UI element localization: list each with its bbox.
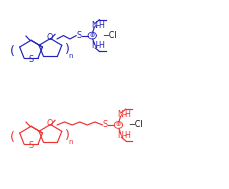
Text: S: S — [28, 55, 33, 64]
Text: –: – — [122, 110, 126, 119]
Text: N: N — [117, 110, 123, 119]
Text: N: N — [91, 41, 97, 50]
Text: O: O — [46, 33, 52, 43]
Text: S: S — [28, 141, 33, 150]
Text: H: H — [124, 110, 129, 119]
Text: –: – — [96, 21, 100, 30]
Text: O: O — [46, 119, 52, 129]
Text: N: N — [117, 131, 123, 140]
Text: –: – — [122, 131, 126, 140]
Text: (: ( — [10, 45, 15, 58]
Text: ⊕: ⊕ — [89, 33, 94, 38]
Text: N: N — [91, 21, 97, 30]
Text: S: S — [76, 31, 81, 40]
Text: (: ( — [10, 131, 15, 144]
Text: ): ) — [65, 43, 70, 56]
Text: −Cl: −Cl — [128, 120, 142, 129]
Text: −Cl: −Cl — [102, 31, 116, 40]
Text: –: – — [96, 41, 100, 50]
Text: H: H — [98, 41, 103, 50]
Text: H: H — [124, 131, 129, 140]
Text: n: n — [68, 139, 73, 145]
Text: ⊕: ⊕ — [115, 122, 120, 127]
Text: ): ) — [65, 129, 70, 142]
Text: n: n — [68, 53, 73, 59]
Text: H: H — [98, 21, 103, 30]
Text: S: S — [102, 120, 107, 129]
